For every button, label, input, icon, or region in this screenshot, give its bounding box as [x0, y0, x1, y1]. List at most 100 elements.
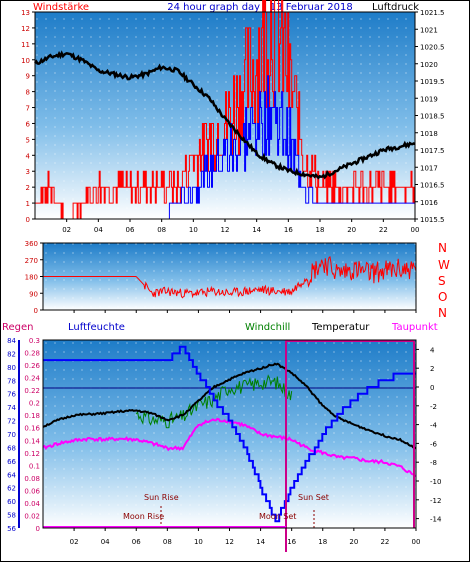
top-right-tick-label: 1015.5: [420, 216, 445, 224]
temp-tick-label: -12: [430, 497, 441, 505]
bottom-x-tick-label: 04: [101, 538, 110, 546]
temp-tick-label: 2: [430, 365, 434, 373]
top-left-tick-label: 2: [26, 184, 30, 192]
moon-rise-label: Moon Rise: [123, 512, 164, 521]
top-x-tick-label: 06: [126, 226, 135, 234]
regen-title: Regen: [2, 322, 34, 333]
temp-tick-label: -6: [430, 440, 438, 448]
luftfeuchte-tick-label: 60: [7, 498, 16, 506]
luftfeuchte-tick-label: 58: [7, 512, 16, 520]
top-left-tick-label: 11: [21, 41, 30, 49]
luftfeuchte-line: [43, 345, 416, 523]
bottom-x-tick-label: 16: [287, 538, 296, 546]
top-right-tick-label: 1018: [420, 130, 438, 138]
luftfeuchte-tick-label: 56: [7, 525, 16, 533]
bottom-x-tick-label: 22: [380, 538, 389, 546]
luftfeuchte-tick-label: 76: [7, 391, 16, 399]
compass-o: O: [438, 290, 447, 304]
wind-direction-line: [43, 256, 417, 299]
temperatur-line: [42, 362, 417, 450]
regen-tick-label: 0.06: [24, 487, 40, 495]
luftdruck-title: Luftdruck: [372, 2, 419, 13]
wind-gust-line: [35, 0, 416, 220]
top-left-tick-label: 7: [26, 105, 30, 113]
regen-tick-label: 0.3: [29, 337, 40, 345]
top-x-tick-label: 08: [157, 226, 166, 234]
mid-left-tick-label: 270: [25, 257, 38, 265]
top-x-tick-label: 16: [284, 226, 293, 234]
top-right-tick-label: 1016: [420, 199, 438, 207]
luftfeuchte-tick-label: 72: [7, 418, 16, 426]
top-left-tick-label: 13: [21, 9, 30, 17]
regen-tick-label: 0.22: [24, 387, 40, 395]
top-right-tick-label: 1016.5: [420, 182, 445, 190]
top-right-tick-label: 1017: [420, 164, 438, 172]
top-right-axis: 1015.5 1016 1016.5 1017 1017.5 1018 1018.5 1019…: [415, 9, 445, 224]
top-x-tick-label: 14: [252, 226, 261, 234]
top-right-tick-label: 1019: [420, 95, 438, 103]
regen-tick-label: 0.04: [24, 500, 40, 508]
moon-set-label: Moon Set: [259, 512, 296, 521]
sun-rise-label: Sun Rise: [144, 493, 179, 502]
top-right-tick-label: 1017.5: [420, 147, 445, 155]
luftfeuchte-tick-label: 84: [7, 337, 16, 345]
bottom-x-tick-label: 20: [349, 538, 358, 546]
top-x-tick-label: 20: [347, 226, 356, 234]
top-left-tick-label: 12: [21, 25, 30, 33]
top-x-tick-label: 12: [221, 226, 230, 234]
compass-w: W: [438, 258, 450, 272]
bottom-x-tick-label: 18: [318, 538, 327, 546]
regen-tick-label: 0.1: [29, 462, 40, 470]
mid-left-tick-label: 180: [25, 274, 38, 282]
pressure-line: [34, 50, 416, 180]
luftfeuchte-tick-label: 74: [7, 404, 16, 412]
top-right-tick-label: 1020: [420, 61, 438, 69]
top-x-tick-label: 22: [379, 226, 388, 234]
bottom-series: [42, 345, 417, 523]
temp-tick-label: -2: [430, 403, 437, 411]
pressure-series: [34, 50, 416, 180]
top-right-tick-label: 1021: [420, 26, 438, 34]
mid-left-axis: 0 90 180 270 360: [25, 240, 43, 315]
luftfeuchte-title: Luftfeuchte: [68, 322, 125, 333]
luftfeuchte-tick-label: 68: [7, 444, 16, 452]
taupunkt-title: Taupunkt: [391, 322, 438, 333]
top-left-tick-label: 1: [26, 200, 30, 208]
top-right-tick-label: 1020.5: [420, 44, 445, 52]
compass-n-bottom: N: [438, 306, 447, 320]
luftfeuchte-tick-label: 64: [7, 471, 16, 479]
bottom-x-tick-label: 12: [225, 538, 234, 546]
regen-tick-label: 0.14: [24, 437, 40, 445]
bottom-x-tick-label: 02: [70, 538, 79, 546]
bottom-x-tick-label: 08: [163, 538, 172, 546]
top-x-axis: 02 04 06 08 10 12 14 16 18 20 22 00: [62, 219, 419, 234]
top-left-tick-label: 10: [21, 57, 30, 65]
regen-tick-label: 0.16: [24, 425, 40, 433]
temp-tick-label: -4: [430, 422, 438, 430]
compass-s: S: [438, 274, 446, 288]
regen-tick-label: 0.26: [24, 362, 40, 370]
sun-set-label: Sun Set: [298, 493, 329, 502]
regen-tick-label: 0.12: [24, 450, 40, 458]
top-left-tick-label: 0: [26, 216, 30, 224]
regen-tick-label: 0.02: [24, 512, 40, 520]
regen-tick-label: 0.24: [24, 375, 40, 383]
temp-tick-label: -8: [430, 459, 437, 467]
top-x-tick-label: 02: [62, 226, 71, 234]
regen-axis: 0 0.02 0.04 0.06 0.08 0.1 0.12 0.14 0.16 0.18 0.2 0…: [24, 337, 40, 533]
mid-x-axis: [73, 310, 417, 313]
luftfeuchte-tick-label: 78: [7, 377, 16, 385]
windstaerke-title: Windstärke: [33, 2, 89, 13]
top-right-tick-label: 1018.5: [420, 113, 445, 121]
luftfeuchte-tick-label: 82: [7, 350, 16, 358]
regen-tick-label: 0: [36, 525, 40, 533]
bottom-panel-grid: [43, 340, 416, 528]
mid-left-tick-label: 360: [25, 240, 38, 248]
windchill-title: Windchill: [245, 322, 290, 333]
luftfeuchte-tick-label: 62: [7, 485, 16, 493]
temp-tick-label: 0: [430, 384, 434, 392]
